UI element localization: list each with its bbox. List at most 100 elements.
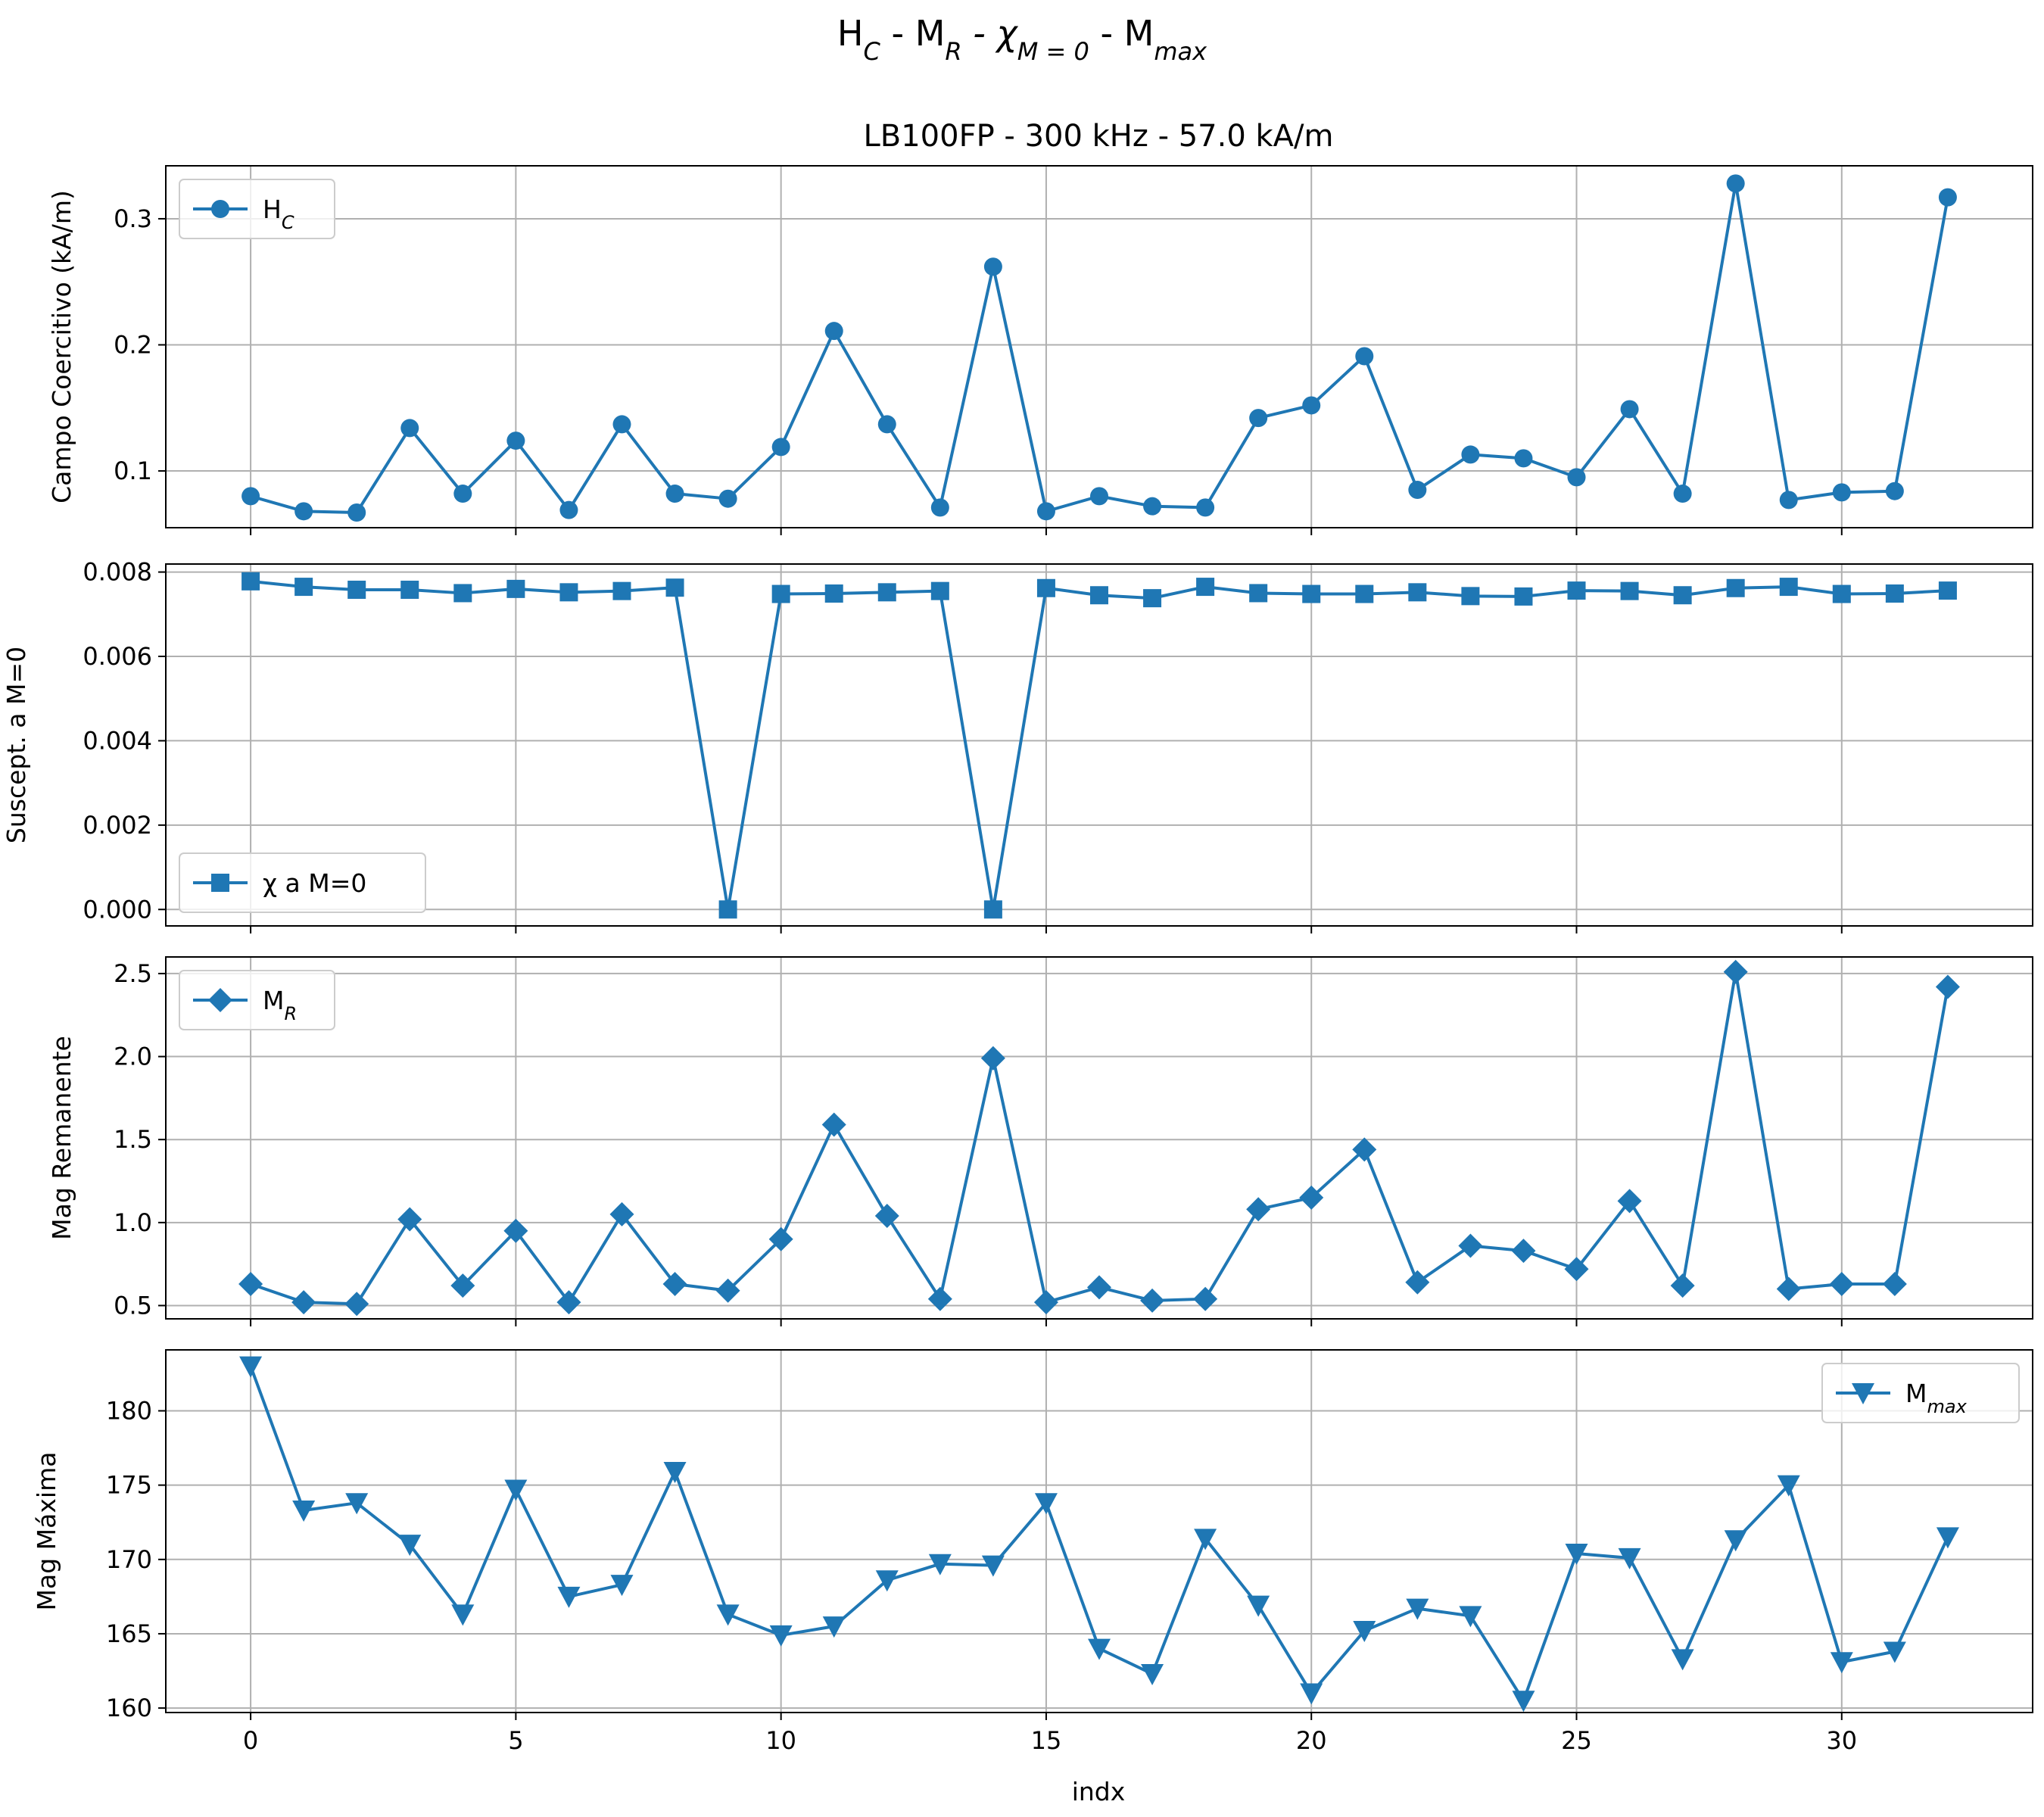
data-point — [1405, 1270, 1430, 1295]
legend-marker — [211, 874, 229, 892]
y-tick-label: 0.000 — [83, 895, 152, 924]
data-point — [1726, 578, 1745, 597]
x-tick-label: 5 — [508, 1726, 523, 1755]
data-point — [1670, 1273, 1695, 1298]
data-point — [1143, 589, 1162, 608]
data-point — [768, 1226, 793, 1251]
data-point — [506, 579, 525, 598]
data-point — [1087, 1275, 1111, 1300]
data-point — [609, 1201, 634, 1226]
data-point — [1832, 584, 1851, 603]
data-point — [1883, 1641, 1906, 1663]
legend: HC — [179, 179, 335, 239]
data-point — [1352, 1137, 1377, 1162]
data-point — [506, 432, 525, 450]
data-point — [453, 584, 472, 603]
y-tick-label: 0.3 — [114, 204, 152, 233]
data-point — [771, 584, 790, 603]
data-point — [1618, 1547, 1641, 1569]
data-point — [1353, 1621, 1376, 1643]
data-point — [983, 900, 1002, 919]
data-point — [1514, 449, 1533, 468]
data-point — [981, 1555, 1005, 1577]
y-axis-label: Mag Remanente — [47, 1036, 76, 1240]
legend: Mmax — [1821, 1363, 2020, 1423]
data-point — [1726, 174, 1745, 193]
data-point — [291, 1290, 316, 1315]
data-point — [1249, 409, 1268, 428]
data-point — [612, 581, 631, 600]
data-point — [1033, 1290, 1058, 1315]
series-line — [250, 182, 1949, 515]
data-point — [928, 1554, 952, 1575]
y-tick-label: 0.5 — [114, 1291, 152, 1320]
data-point — [1565, 1543, 1588, 1565]
data-point — [610, 1575, 634, 1597]
data-point — [1193, 1286, 1218, 1311]
data-point — [503, 1218, 528, 1243]
data-point — [1249, 584, 1268, 603]
data-point — [1036, 502, 1055, 521]
data-point — [1511, 1239, 1536, 1264]
data-point — [1935, 974, 1960, 999]
y-tick-label: 0.006 — [83, 642, 152, 671]
y-tick-label: 180 — [106, 1396, 152, 1425]
data-point — [557, 1586, 581, 1608]
data-point — [1247, 1595, 1270, 1617]
data-point — [1776, 1276, 1801, 1301]
data-point — [1830, 1652, 1853, 1674]
y-tick-label: 0.1 — [114, 457, 152, 485]
x-tick-label: 10 — [765, 1726, 796, 1755]
data-point — [1246, 1197, 1271, 1222]
axes-frame — [165, 1349, 2033, 1713]
legend-label: HC — [263, 195, 294, 233]
data-point — [983, 257, 1002, 276]
y-tick-label: 1.0 — [114, 1208, 152, 1237]
data-point — [824, 322, 843, 341]
data-point — [1299, 1185, 1324, 1210]
data-point — [1355, 347, 1374, 366]
legend: MR — [179, 970, 335, 1030]
data-point — [930, 581, 949, 600]
data-point — [612, 415, 631, 434]
data-point — [1724, 1530, 1747, 1552]
data-point — [347, 503, 366, 522]
data-point — [398, 1535, 422, 1557]
series-line — [250, 970, 1949, 1306]
data-point — [451, 1604, 475, 1626]
data-point — [662, 1271, 687, 1296]
data-point — [769, 1625, 793, 1647]
legend-label-sub: max — [1927, 1396, 1967, 1417]
x-tick-label: 15 — [1031, 1726, 1062, 1755]
legend-label-sub: C — [282, 212, 294, 233]
data-point — [874, 1204, 899, 1229]
y-tick-label: 2.0 — [114, 1043, 152, 1071]
data-point — [1196, 498, 1215, 517]
data-point — [450, 1273, 475, 1298]
data-point — [665, 578, 684, 597]
y-tick-label: 0.008 — [83, 558, 152, 587]
data-point — [1461, 445, 1480, 464]
series-line — [250, 579, 1949, 912]
data-point — [1036, 578, 1055, 597]
data-point — [1196, 578, 1215, 597]
legend-box — [179, 970, 335, 1030]
data-point — [241, 572, 260, 591]
data-point — [1938, 188, 1957, 207]
data-point — [821, 1112, 846, 1137]
data-point — [1829, 1271, 1854, 1296]
y-axis-label: Suscept. a M=0 — [2, 647, 31, 843]
data-point — [1885, 482, 1904, 500]
data-point — [824, 584, 843, 603]
legend-label-main: M — [263, 986, 284, 1015]
data-point — [1564, 1257, 1589, 1282]
data-point — [1302, 396, 1321, 415]
data-point — [1140, 1288, 1165, 1313]
data-point — [1090, 586, 1108, 605]
y-tick-label: 1.5 — [114, 1125, 152, 1154]
x-tick-label: 25 — [1561, 1726, 1592, 1755]
data-point — [1090, 487, 1108, 506]
data-point — [1777, 1475, 1800, 1497]
data-point — [453, 485, 472, 503]
data-point — [1567, 581, 1586, 600]
